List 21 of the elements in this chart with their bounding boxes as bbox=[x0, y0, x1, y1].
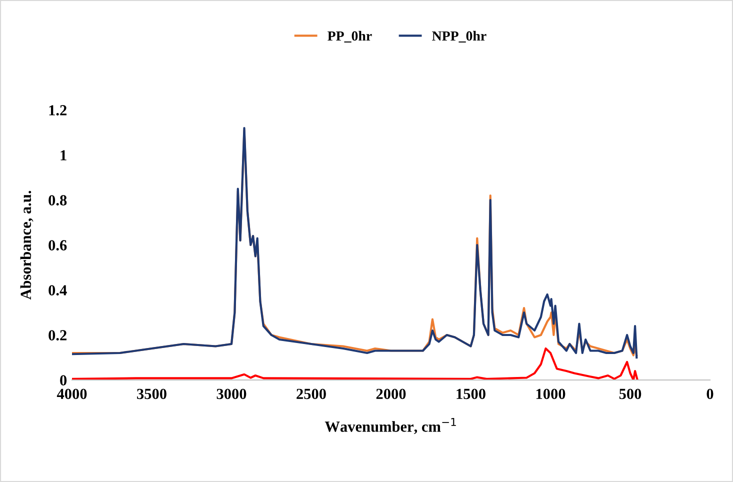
x-tick-label: 500 bbox=[619, 388, 642, 400]
x-tick-label: 3000 bbox=[216, 388, 246, 400]
y-tick-label: 1 bbox=[60, 150, 66, 160]
x-tick-label: 2500 bbox=[296, 388, 326, 400]
y-axis-title: Absorbance, a.u. bbox=[20, 190, 34, 300]
y-tick-label: 0.8 bbox=[48, 195, 67, 206]
y-tick-label: 0.4 bbox=[48, 285, 67, 296]
x-tick-label: 1000 bbox=[536, 388, 566, 400]
x-tick-label: 2000 bbox=[376, 388, 406, 400]
legend-label: PP_0hr bbox=[328, 30, 372, 42]
y-tick-label: 0.2 bbox=[48, 330, 66, 341]
y-tick-label: 0 bbox=[60, 375, 67, 386]
y-tick-label: 0.6 bbox=[48, 240, 67, 251]
x-tick-label: 4000 bbox=[56, 388, 87, 400]
x-tick-label: 1500 bbox=[456, 388, 486, 400]
x-tick-label: 3500 bbox=[137, 388, 166, 400]
line-series bbox=[72, 347, 638, 380]
legend-label: NPP_0hr bbox=[432, 30, 486, 42]
x-axis-title: Wavenumber, cm$^{−1}$ bbox=[324, 418, 456, 434]
y-tick-label: 1.2 bbox=[49, 105, 66, 116]
x-tick-label: 0 bbox=[706, 388, 714, 400]
